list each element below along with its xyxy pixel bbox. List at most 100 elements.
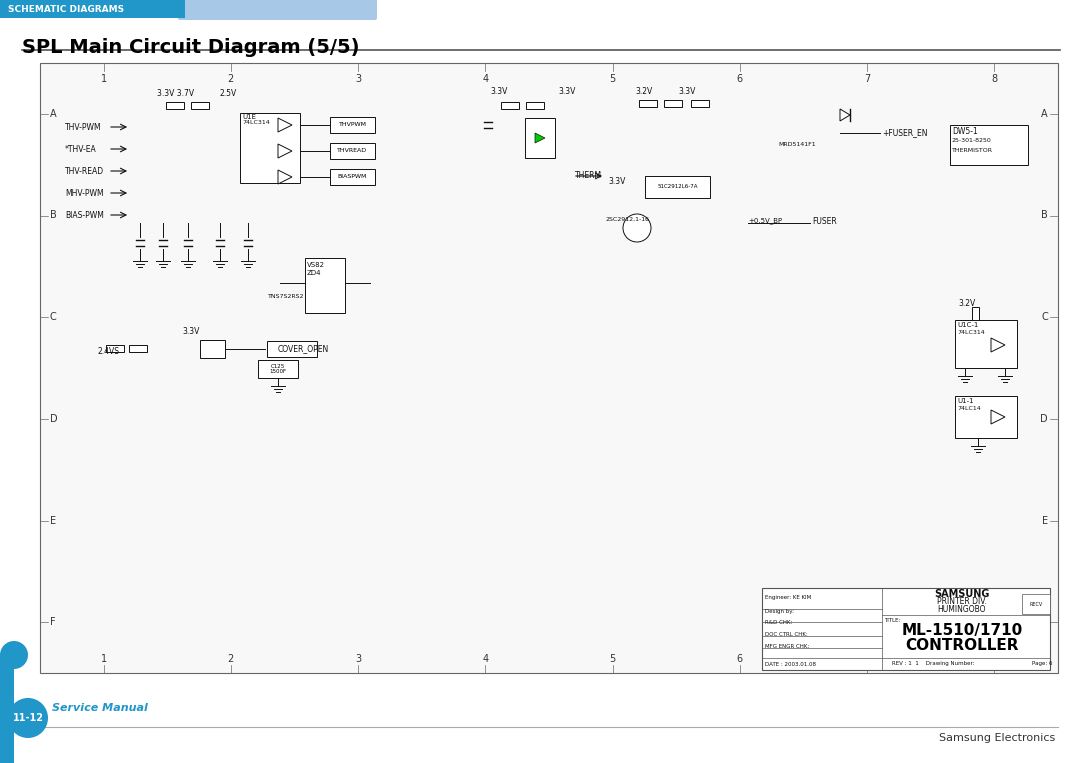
Text: 3: 3	[355, 74, 361, 84]
Text: 5: 5	[609, 74, 616, 84]
Text: U1-1: U1-1	[957, 398, 974, 404]
Bar	[166, 101, 184, 108]
Circle shape	[623, 214, 651, 242]
Text: 3: 3	[355, 654, 361, 664]
Text: VS82: VS82	[307, 262, 325, 268]
Text: A: A	[1041, 109, 1048, 119]
Bar	[0, 0, 185, 18]
Text: R&D CHK:: R&D CHK:	[765, 620, 793, 626]
Text: 2.5V: 2.5V	[220, 89, 238, 98]
Polygon shape	[278, 144, 292, 158]
Text: Service Manual: Service Manual	[52, 703, 148, 713]
Text: U1C-1: U1C-1	[957, 322, 978, 328]
Text: THV-PWM: THV-PWM	[65, 123, 102, 131]
Text: TNS7S2RS2: TNS7S2RS2	[268, 294, 305, 298]
Text: 3.3V: 3.3V	[490, 86, 508, 95]
Text: D: D	[50, 414, 57, 423]
Text: 8: 8	[991, 654, 998, 664]
Bar	[200, 340, 225, 358]
Bar	[330, 143, 375, 159]
Text: U1E: U1E	[242, 114, 256, 120]
Text: 51C2912L6-7A: 51C2912L6-7A	[658, 185, 698, 189]
Bar	[691, 99, 708, 107]
Bar	[501, 101, 519, 108]
Text: 4: 4	[483, 74, 488, 84]
Text: C: C	[1041, 312, 1048, 322]
Text: 3.3V: 3.3V	[183, 327, 200, 336]
Polygon shape	[840, 109, 850, 121]
Polygon shape	[535, 133, 545, 143]
Text: 2: 2	[228, 74, 234, 84]
Text: RECV: RECV	[1029, 601, 1042, 607]
Text: COVER_OPEN: COVER_OPEN	[278, 345, 329, 353]
Text: THERM: THERM	[575, 172, 603, 181]
Text: +0.5V_BP: +0.5V_BP	[748, 217, 782, 224]
Circle shape	[8, 698, 48, 738]
Text: THVREAD: THVREAD	[337, 149, 367, 153]
Text: 1: 1	[100, 74, 107, 84]
Text: 74LC314: 74LC314	[957, 330, 985, 336]
Text: 74LC314: 74LC314	[242, 121, 270, 125]
Text: D: D	[1040, 414, 1048, 423]
Bar	[330, 117, 375, 133]
Text: 74LC14: 74LC14	[957, 407, 981, 411]
Text: MHV-PWM: MHV-PWM	[65, 188, 104, 198]
Text: B: B	[1041, 211, 1048, 221]
Bar	[950, 125, 1028, 165]
Bar	[955, 396, 1017, 438]
Text: 7: 7	[864, 654, 870, 664]
Text: 3.3V: 3.3V	[558, 86, 576, 95]
Text: B: B	[50, 211, 57, 221]
Text: 8: 8	[991, 74, 998, 84]
Bar	[972, 307, 978, 325]
Text: 1: 1	[100, 654, 107, 664]
Text: *THV-EA: *THV-EA	[65, 144, 97, 153]
Text: THV-READ: THV-READ	[65, 166, 104, 175]
Text: A: A	[50, 109, 56, 119]
Text: DOC CTRL CHK:: DOC CTRL CHK:	[765, 633, 808, 638]
Bar	[191, 101, 210, 108]
Text: Page: 6: Page: 6	[1032, 662, 1053, 667]
Text: 6: 6	[737, 74, 743, 84]
Text: 3.3V: 3.3V	[608, 176, 625, 185]
Text: 4: 4	[483, 654, 488, 664]
Text: HUMINGOBO: HUMINGOBO	[937, 604, 986, 613]
Polygon shape	[278, 170, 292, 184]
Text: 11-12: 11-12	[13, 713, 43, 723]
Text: BIAS-PWM: BIAS-PWM	[65, 211, 104, 220]
Text: 3.2V: 3.2V	[635, 86, 652, 95]
Text: FUSER: FUSER	[812, 217, 837, 226]
Text: Design by:: Design by:	[765, 609, 794, 613]
Text: ML-1510/1710: ML-1510/1710	[902, 623, 1023, 638]
Bar	[240, 113, 300, 183]
Text: MRD5141F1: MRD5141F1	[778, 143, 815, 147]
Polygon shape	[278, 118, 292, 132]
Bar	[106, 345, 124, 352]
Bar	[267, 341, 318, 357]
Text: 2.4VS: 2.4VS	[98, 346, 120, 356]
Bar	[645, 176, 710, 198]
Text: PRINTER DIV.: PRINTER DIV.	[937, 597, 987, 607]
Bar	[129, 345, 147, 352]
Bar	[0, 655, 14, 763]
Text: F: F	[1042, 617, 1048, 627]
Text: C125
1500F: C125 1500F	[269, 364, 286, 375]
Text: 6: 6	[737, 654, 743, 664]
Circle shape	[0, 641, 28, 669]
Text: C: C	[50, 312, 57, 322]
Text: 25-301-8250: 25-301-8250	[951, 139, 991, 143]
Text: MFG ENGR CHK:: MFG ENGR CHK:	[765, 645, 809, 649]
Text: CONTROLLER: CONTROLLER	[905, 638, 1018, 652]
Bar	[762, 588, 1050, 670]
Bar	[258, 360, 298, 378]
Polygon shape	[991, 338, 1005, 352]
FancyBboxPatch shape	[178, 0, 377, 20]
Text: SCHEMATIC DIAGRAMS: SCHEMATIC DIAGRAMS	[8, 5, 124, 14]
Text: Engineer: KE KIM: Engineer: KE KIM	[765, 594, 811, 600]
Text: +FUSER_EN: +FUSER_EN	[882, 128, 928, 137]
Text: SPL Main Circuit Diagram (5/5): SPL Main Circuit Diagram (5/5)	[22, 38, 360, 57]
Bar	[526, 101, 544, 108]
Bar	[639, 99, 657, 107]
Text: SAMSUNG: SAMSUNG	[934, 589, 989, 599]
Text: Samsung Electronics: Samsung Electronics	[939, 733, 1055, 743]
